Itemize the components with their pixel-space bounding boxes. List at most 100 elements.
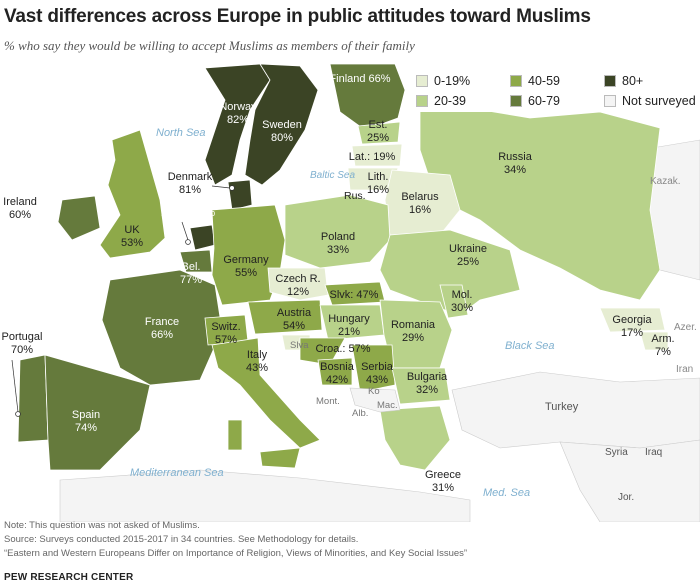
country-name: Romania [391,319,436,331]
country-label: Romania 29% [391,319,436,344]
place-label-syria: Syria [605,447,628,458]
country-value: 55% [235,267,257,279]
place-label-iran: Iran [676,364,693,375]
city-marker-amsterdam [185,239,191,245]
country-sweden [244,63,319,186]
country-name: Portugal [2,331,43,343]
country-label: Spain 74% [72,409,100,434]
place-label-alb: Alb. [352,408,368,419]
country-name-value: Finland 66% [329,73,390,85]
legend-label: 20-39 [434,94,466,108]
country-value: 80% [271,132,293,144]
country-value: 43% [366,374,388,386]
country-label: Est. 25% [367,119,389,144]
country-ukraine [379,229,521,316]
country-latvia [351,143,403,167]
leader-line-denmark [211,185,231,189]
sea-label-baltic: Baltic Sea [310,170,355,181]
country-sardinia [227,419,243,451]
legend-item: 40-59 [510,74,602,88]
country-bosnia [317,357,353,386]
country-armenia [639,331,669,351]
footer-credit: PEW RESEARCH CENTER [4,572,134,583]
country-label: Serbia 43% [361,361,394,386]
country-value: 77% [180,274,202,286]
legend-label: 40-59 [528,74,560,88]
city-marker-copenhagen [229,185,235,191]
europe-map: Finland 66%Norway 82% Sweden 80%Est. 25%Lat.… [2,63,700,522]
place-label-turkey: Turkey [545,401,579,413]
country-label: Lith. 16% [367,171,389,196]
country-name: Poland [321,231,355,243]
place-label-mont: Mont. [316,396,340,407]
legend-label: Not surveyed [622,94,696,108]
country-name: Switz. [211,321,240,333]
country-moldova [439,284,469,319]
country-czech [267,267,329,301]
legend-item: 20-39 [416,94,508,108]
country-italy [211,337,321,449]
place-label-kazak: Kazak. [650,176,681,187]
country-value: 34% [504,164,526,176]
footer-report: “Eastern and Western Europeans Differ on… [4,548,468,559]
country-label: Belarus 16% [401,191,439,216]
country-name: Bulgaria [407,371,448,383]
country-value: 43% [246,362,268,374]
country-name: Sweden [262,119,302,131]
country-label: Portugal 70% [2,331,43,356]
country-label: Denmark 81% [168,171,213,196]
country-value: 33% [327,244,349,256]
country-name: Bosnia [320,361,355,373]
country-name: France [145,316,179,328]
country-label: Bulgaria 32% [407,371,448,396]
country-label: Hungary 21% [328,313,370,338]
country-name: Lith. [368,171,389,183]
country-name: Ukraine [449,243,487,255]
place-label-slva: Slva [290,340,309,351]
country-value: 70% [11,344,33,356]
country-name: Spain [72,409,100,421]
country-label: Poland 33% [321,231,355,256]
country-value: 7% [655,346,671,358]
country-value: 21% [338,326,360,338]
country-label: Bel. 77% [180,261,202,286]
country-name: Arm. [651,333,674,345]
country-bulgaria [391,367,451,405]
legend-item: Not surveyed [604,94,700,108]
country-value: 74% [75,422,97,434]
country-value: 30% [451,302,473,314]
country-finland [329,63,406,131]
country-labels: Finland 66%Norway 82% Sweden 80%Est. 25%Lat.… [2,73,675,494]
country-name: Greece [425,469,461,481]
country-name: Denmark [168,171,213,183]
country-label: Sweden 80% [262,119,302,144]
country-value: 81% [179,184,201,196]
legend-swatch [416,75,428,87]
country-value: 42% [326,374,348,386]
city-marker-lisbon [15,411,21,417]
country-label: Austria 54% [277,307,312,332]
country-value: 25% [367,132,389,144]
land-north-africa [59,469,471,522]
country-value: 16% [367,184,389,196]
country-name-value: Slvk: 47% [330,289,379,301]
country-name: Russia [498,151,533,163]
country-value: 57% [215,334,237,346]
country-label: Italy 43% [246,349,268,374]
country-label: Arm. 7% [651,333,674,358]
country-label: Mol. 30% [451,289,473,314]
place-label-mac: Mac. [377,400,398,411]
country-value: 29% [402,332,424,344]
footer-source: Source: Surveys conducted 2015-2017 in 3… [4,534,359,545]
country-label: Russia 34% [498,151,533,176]
country-label: Ireland 60% [3,196,37,221]
sea-label-north: North Sea [156,127,206,139]
legend-item: 60-79 [510,94,602,108]
country-name-value: Neth.: 88% [161,207,216,219]
country-name-value: Lat.: 19% [349,151,396,163]
country-label: Greece 31% [425,469,461,494]
footer-note: Note: This question was not asked of Mus… [4,520,200,531]
country-label: Neth.: 88% [161,207,216,219]
place-label-jor: Jor. [618,492,634,503]
